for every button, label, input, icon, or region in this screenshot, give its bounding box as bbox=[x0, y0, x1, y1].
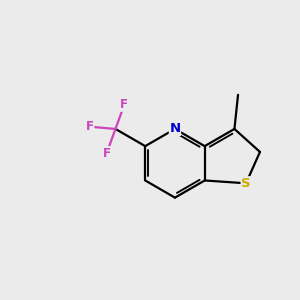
Text: F: F bbox=[103, 147, 111, 160]
Text: S: S bbox=[241, 177, 251, 190]
Text: N: N bbox=[169, 122, 181, 136]
Text: F: F bbox=[120, 98, 128, 111]
Text: F: F bbox=[86, 120, 94, 133]
